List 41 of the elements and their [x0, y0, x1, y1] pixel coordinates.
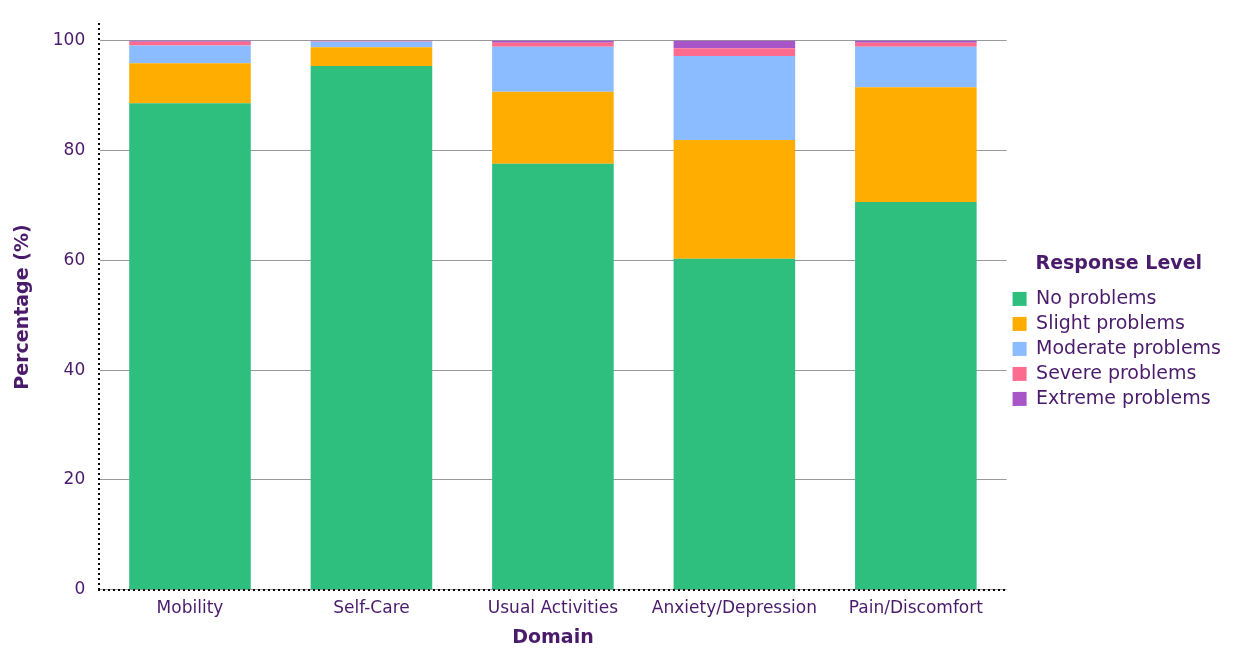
bar	[492, 40, 614, 43]
bar	[855, 46, 977, 88]
bar	[129, 41, 251, 46]
bar	[673, 56, 796, 141]
y-tick-label: 40	[63, 358, 86, 379]
bar	[129, 63, 251, 104]
legend-label: Moderate problems	[1036, 335, 1222, 358]
y-tick-label: 80	[63, 138, 86, 159]
legend-label: Slight problems	[1036, 310, 1185, 333]
bar	[129, 103, 251, 590]
legend-label: Extreme problems	[1036, 385, 1211, 408]
y-axis-title: Percentage (%)	[10, 224, 33, 390]
bar	[492, 163, 614, 590]
legend-title: Response Level	[1035, 251, 1203, 274]
y-tick-label: 60	[63, 248, 86, 269]
bar	[673, 48, 796, 57]
legend-label: Severe problems	[1036, 360, 1197, 383]
bar	[492, 91, 614, 164]
bar	[855, 202, 977, 590]
bar	[310, 65, 433, 590]
bar	[310, 47, 433, 66]
y-tick-label: 0	[74, 578, 86, 599]
bar	[492, 46, 614, 92]
bar	[673, 140, 796, 259]
bar	[855, 87, 977, 203]
x-tick-label: Usual Activities	[487, 597, 619, 618]
y-tick-label: 20	[63, 468, 86, 489]
bar	[492, 42, 614, 47]
bar	[855, 42, 977, 47]
x-tick-label: Mobility	[156, 597, 224, 618]
x-tick-label: Anxiety/Depression	[651, 597, 817, 618]
bar	[310, 41, 433, 48]
x-tick-label: Self-Care	[333, 597, 410, 618]
legend-label: No problems	[1036, 285, 1157, 308]
x-axis-title: Domain	[512, 624, 594, 647]
x-tick-label: Pain/Discomfort	[848, 597, 984, 618]
bar	[673, 258, 796, 590]
bar	[855, 40, 977, 43]
y-tick-label: 100	[52, 29, 86, 50]
bar	[673, 40, 796, 49]
bar	[129, 45, 251, 64]
